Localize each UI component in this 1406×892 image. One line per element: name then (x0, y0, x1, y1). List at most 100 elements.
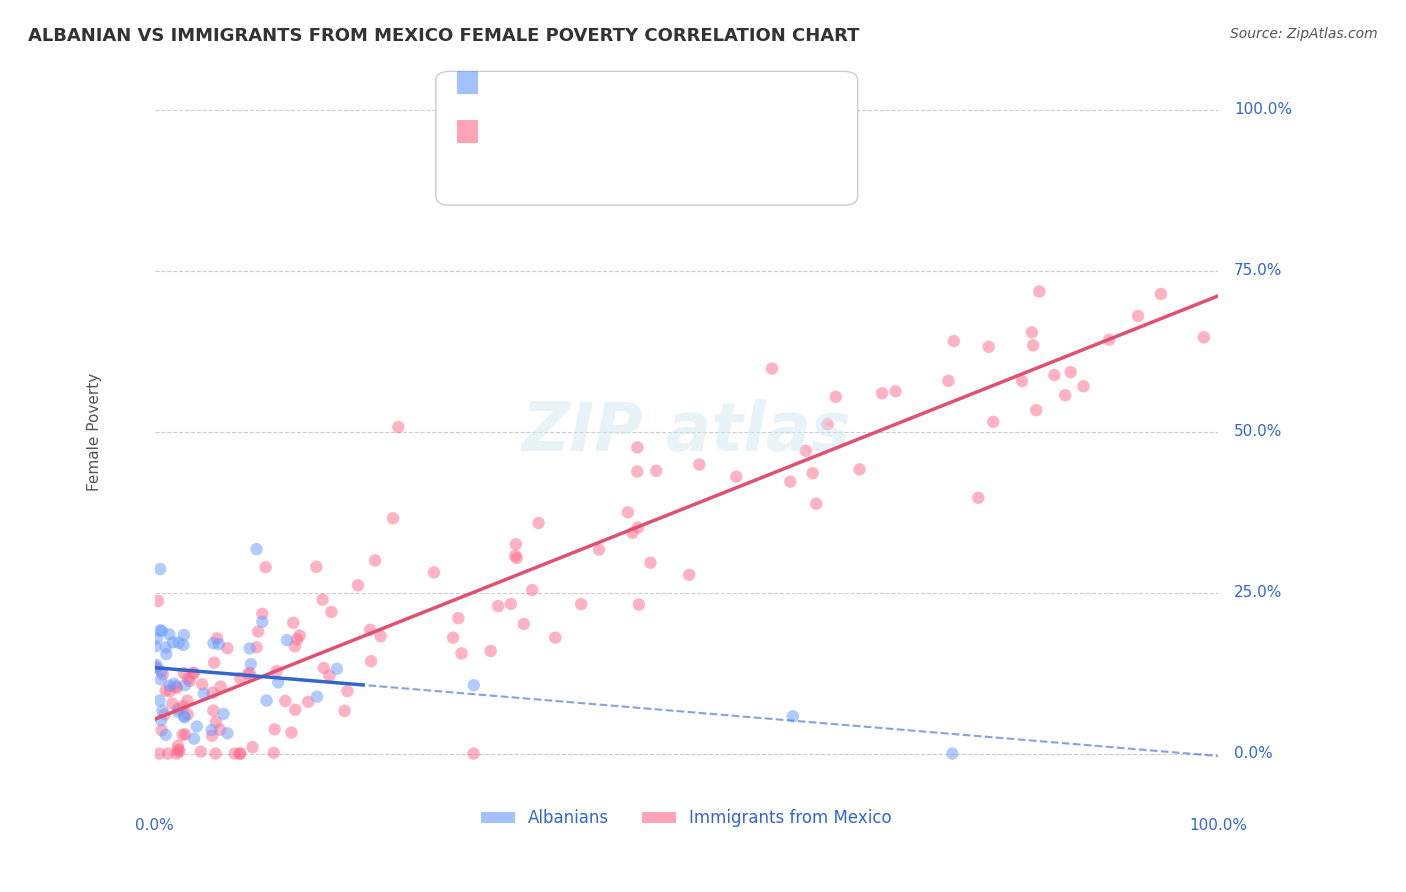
Immigrants from Mexico (441, 631, 464, 645)
Immigrants from Mexico (252, 607, 274, 621)
Immigrants from Mexico (1028, 285, 1050, 299)
Albanians (307, 690, 329, 704)
Immigrants from Mexico (254, 560, 277, 574)
Immigrants from Mexico (266, 664, 288, 678)
Immigrants from Mexico (224, 747, 246, 761)
Immigrants from Mexico (794, 443, 817, 458)
Albanians (245, 542, 267, 557)
Immigrants from Mexico (157, 747, 180, 761)
Immigrants from Mexico (942, 334, 965, 348)
Immigrants from Mexico (505, 551, 527, 566)
Immigrants from Mexico (370, 629, 392, 643)
Immigrants from Mexico (382, 511, 405, 525)
Immigrants from Mexico (761, 361, 783, 376)
Immigrants from Mexico (169, 744, 191, 758)
Immigrants from Mexico (645, 464, 668, 478)
Immigrants from Mexico (191, 677, 214, 691)
Immigrants from Mexico (505, 537, 527, 551)
Albanians (148, 693, 170, 707)
Immigrants from Mexico (977, 340, 1000, 354)
Immigrants from Mexico (1059, 365, 1081, 379)
Immigrants from Mexico (1192, 330, 1215, 344)
Albanians (167, 636, 190, 650)
Immigrants from Mexico (806, 497, 828, 511)
Text: R = -0.254   N = 49: R = -0.254 N = 49 (464, 98, 627, 116)
Legend: Albanians, Immigrants from Mexico: Albanians, Immigrants from Mexico (475, 803, 898, 834)
Immigrants from Mexico (165, 680, 187, 694)
Immigrants from Mexico (284, 703, 307, 717)
Immigrants from Mexico (146, 594, 169, 608)
Albanians (155, 647, 177, 661)
Immigrants from Mexico (1021, 326, 1043, 340)
Immigrants from Mexico (150, 723, 173, 738)
Albanians (149, 673, 172, 687)
Immigrants from Mexico (450, 647, 472, 661)
Immigrants from Mexico (190, 745, 212, 759)
Albanians (252, 615, 274, 629)
Immigrants from Mexico (688, 458, 710, 472)
Immigrants from Mexico (209, 680, 232, 694)
Immigrants from Mexico (311, 592, 333, 607)
Immigrants from Mexico (801, 466, 824, 480)
Albanians (941, 747, 963, 761)
Albanians (276, 633, 298, 648)
Albanians (157, 627, 180, 641)
Immigrants from Mexico (172, 728, 194, 742)
Immigrants from Mexico (569, 597, 592, 611)
Albanians (173, 628, 195, 642)
Immigrants from Mexico (884, 384, 907, 399)
Albanians (239, 641, 262, 656)
Albanians (146, 632, 169, 646)
Immigrants from Mexico (981, 415, 1004, 429)
Immigrants from Mexico (202, 656, 225, 670)
Immigrants from Mexico (167, 743, 190, 757)
Immigrants from Mexico (173, 666, 195, 681)
Albanians (159, 679, 181, 693)
Immigrants from Mexico (176, 693, 198, 707)
Albanians (145, 657, 167, 672)
Albanians (193, 687, 215, 701)
Immigrants from Mexico (1011, 374, 1033, 388)
Immigrants from Mexico (204, 747, 226, 761)
Albanians (166, 705, 188, 719)
Immigrants from Mexico (447, 611, 470, 625)
Albanians (183, 731, 205, 746)
Immigrants from Mexico (166, 681, 188, 695)
Immigrants from Mexico (209, 723, 232, 737)
Immigrants from Mexico (284, 640, 307, 654)
Albanians (163, 677, 186, 691)
Immigrants from Mexico (167, 702, 190, 716)
Immigrants from Mexico (1073, 379, 1095, 393)
Text: 25.0%: 25.0% (1234, 585, 1282, 600)
Immigrants from Mexico (522, 583, 544, 598)
Immigrants from Mexico (159, 684, 181, 698)
Albanians (782, 709, 804, 723)
Albanians (145, 640, 167, 654)
Immigrants from Mexico (239, 665, 262, 680)
Albanians (463, 678, 485, 692)
Immigrants from Mexico (527, 516, 550, 530)
Immigrants from Mexico (238, 667, 260, 681)
Immigrants from Mexico (217, 641, 239, 656)
Immigrants from Mexico (627, 598, 650, 612)
Immigrants from Mexico (621, 525, 644, 540)
Albanians (239, 657, 262, 672)
Albanians (150, 624, 173, 638)
Immigrants from Mexico (283, 615, 305, 630)
Immigrants from Mexico (229, 671, 252, 685)
Immigrants from Mexico (201, 729, 224, 743)
Immigrants from Mexico (479, 644, 502, 658)
Immigrants from Mexico (179, 674, 201, 689)
Immigrants from Mexico (1043, 368, 1066, 383)
Albanians (145, 661, 167, 675)
Immigrants from Mexico (288, 628, 311, 642)
Albanians (149, 624, 172, 638)
Albanians (149, 562, 172, 576)
Immigrants from Mexico (359, 623, 381, 637)
Immigrants from Mexico (1025, 403, 1047, 417)
Immigrants from Mexico (423, 566, 446, 580)
Albanians (173, 710, 195, 724)
Immigrants from Mexico (486, 599, 509, 613)
Immigrants from Mexico (848, 462, 870, 476)
Albanians (150, 665, 173, 679)
